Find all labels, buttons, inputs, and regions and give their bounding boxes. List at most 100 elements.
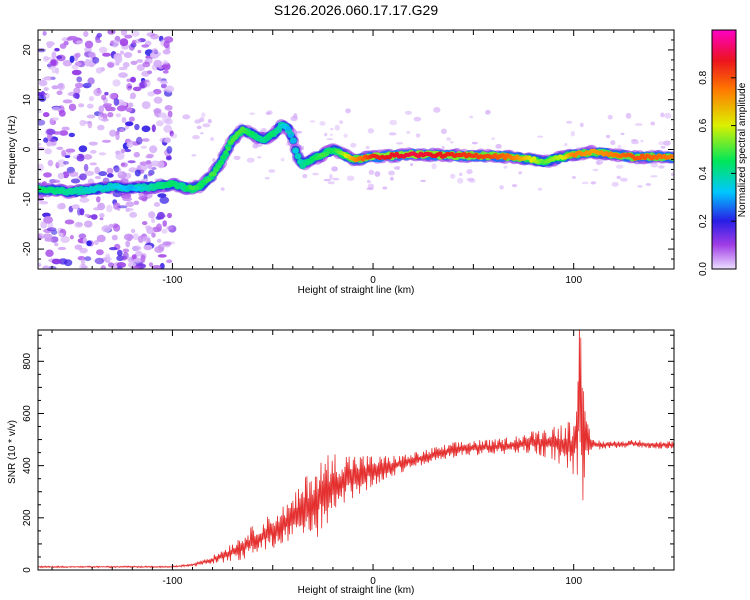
heatmap-noise-cell <box>88 96 95 102</box>
colorbar-swatch <box>712 85 736 89</box>
heatmap-noise-cell <box>61 149 66 157</box>
heatmap-noise-cell <box>42 233 53 240</box>
heatmap-noise-cell <box>191 154 197 157</box>
heatmap-noise-cell <box>564 143 568 147</box>
colorbar <box>712 30 736 270</box>
heatmap-noise-cell <box>165 156 172 161</box>
heatmap-noise-cell <box>410 163 414 167</box>
heatmap-noise-cell <box>343 133 348 138</box>
heatmap-noise-cell <box>660 145 666 149</box>
heatmap-noise-cell <box>309 120 316 123</box>
heatmap-noise-cell <box>71 204 80 210</box>
heatmap-noise-cell <box>293 113 298 120</box>
heatmap-noise-cell <box>212 158 216 163</box>
heatmap-noise-cell <box>132 245 142 251</box>
colorbar-swatch <box>712 229 736 232</box>
colorbar-swatch <box>712 183 736 186</box>
heatmap-noise-cell <box>499 185 504 190</box>
heatmap-noise-cell <box>42 112 50 118</box>
heatmap-noise-cell <box>153 202 161 207</box>
colorbar-swatch <box>712 173 736 176</box>
heatmap-noise-cell <box>249 112 256 115</box>
bottom-y-tick-label: 400 <box>22 457 33 474</box>
colorbar-swatch <box>712 37 736 41</box>
heatmap-noise-cell <box>130 60 138 65</box>
heatmap-noise-cell <box>161 228 168 234</box>
heatmap-noise-cell <box>127 102 134 108</box>
colorbar-swatch <box>712 61 736 65</box>
heatmap-ridge-cell <box>269 133 274 138</box>
heatmap-noise-cell <box>152 88 162 95</box>
heatmap-ridge-cell <box>218 160 224 165</box>
heatmap-noise-cell <box>327 181 335 185</box>
colorbar-swatch <box>712 135 736 139</box>
heatmap-noise-cell <box>182 114 191 120</box>
heatmap-noise-cell <box>131 30 140 37</box>
colorbar-swatch <box>712 107 736 111</box>
colorbar-swatch <box>712 231 736 234</box>
heatmap-noise-cell <box>159 80 168 85</box>
heatmap-noise-cell <box>42 265 50 269</box>
heatmap-noise-cell <box>73 87 81 95</box>
heatmap-noise-cell <box>350 142 357 148</box>
colorbar-swatch <box>712 261 736 264</box>
heatmap-noise-cell <box>118 205 128 209</box>
heatmap-noise-cell <box>94 166 100 175</box>
heatmap-noise-cell <box>90 214 98 220</box>
colorbar-swatch <box>712 69 736 73</box>
heatmap-noise-cell <box>103 103 112 107</box>
heatmap-noise-cell <box>157 243 165 252</box>
heatmap-noise-cell <box>109 40 115 46</box>
heatmap-noise-cell <box>124 125 129 130</box>
colorbar-swatch <box>712 83 736 87</box>
heatmap-noise-cell <box>109 247 118 251</box>
heatmap-noise-cell <box>420 179 426 183</box>
heatmap-noise-cell <box>118 72 128 78</box>
colorbar-swatch <box>712 89 736 93</box>
heatmap-noise-cell <box>38 163 44 172</box>
heatmap-noise-cell <box>132 233 139 241</box>
heatmap-noise-cell <box>125 240 131 248</box>
heatmap-noise-cell <box>156 211 165 220</box>
heatmap-noise-cell <box>268 169 276 173</box>
heatmap-noise-cell <box>124 34 133 39</box>
heatmap-noise-cell <box>57 159 67 167</box>
heatmap-noise-cell <box>70 178 81 184</box>
heatmap-noise-cell <box>95 67 103 74</box>
top-x-axis-label: Height of straight line (km) <box>298 285 415 296</box>
heatmap-noise-cell <box>397 165 401 170</box>
heatmap-noise-cell <box>120 105 126 109</box>
colorbar-swatch <box>712 79 736 83</box>
heatmap-noise-cell <box>329 133 333 136</box>
heatmap-noise-cell <box>119 128 125 132</box>
heatmap-noise-cell <box>142 61 151 68</box>
colorbar-swatch <box>712 141 736 145</box>
heatmap-noise-cell <box>56 55 63 60</box>
heatmap-noise-cell <box>101 139 112 143</box>
colorbar-tick-label: 0.6 <box>698 118 709 132</box>
heatmap-noise-cell <box>102 52 111 57</box>
heatmap-ridge-cell <box>199 183 205 189</box>
colorbar-swatch <box>712 165 736 169</box>
heatmap-noise-cell <box>54 47 60 52</box>
colorbar-swatch <box>712 91 736 95</box>
colorbar-swatch <box>712 35 736 39</box>
colorbar-swatch <box>712 245 736 248</box>
heatmap-noise-cell <box>153 96 163 104</box>
heatmap-noise-cell <box>121 117 127 123</box>
heatmap-noise-cell <box>134 123 140 131</box>
colorbar-swatch <box>712 251 736 254</box>
colorbar-swatch <box>712 203 736 206</box>
heatmap-noise-cell <box>38 142 42 147</box>
colorbar-swatch <box>712 233 736 236</box>
colorbar-swatch <box>712 191 736 194</box>
heatmap-noise-cell <box>323 178 331 182</box>
colorbar-swatch <box>712 57 736 61</box>
heatmap-noise-cell <box>86 240 92 247</box>
heatmap-noise-cell <box>617 144 622 150</box>
heatmap-noise-cell <box>511 184 518 188</box>
heatmap-noise-cell <box>113 165 120 173</box>
top-x-tick-label: 100 <box>565 275 582 286</box>
heatmap-noise-cell <box>57 83 64 89</box>
heatmap-noise-cell <box>69 55 75 63</box>
